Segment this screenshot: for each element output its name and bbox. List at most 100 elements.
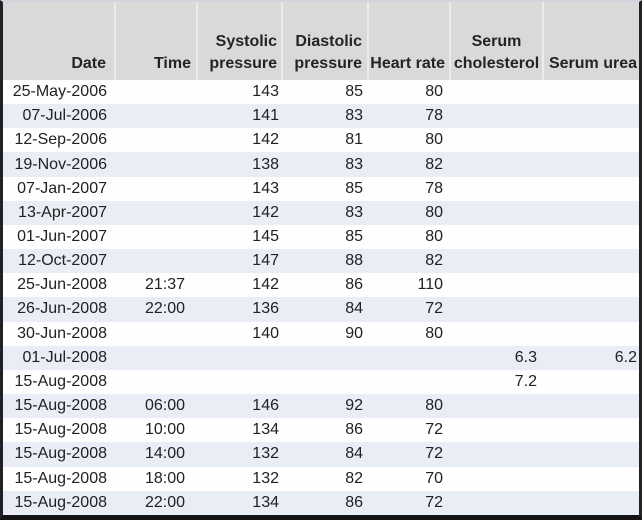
cell-date[interactable]: 01-Jun-2007 [17,228,107,246]
cell-heart_rate[interactable]: 80 [425,228,443,246]
cell-systolic[interactable]: 134 [197,490,282,515]
cell-systolic[interactable]: 145 [252,228,279,246]
cell-cholesterol[interactable] [450,442,543,467]
header-cell-date[interactable]: Date [3,2,115,80]
header-cell-time[interactable]: Time [114,2,197,80]
cell-heart_rate[interactable]: 82 [368,249,450,274]
cell-time[interactable] [115,104,197,129]
cell-cholesterol[interactable] [450,297,543,322]
cell-diastolic[interactable]: 81 [345,131,363,149]
cell-urea[interactable] [543,128,639,152]
cell-urea[interactable] [543,297,639,322]
cell-heart_rate[interactable]: 80 [425,324,443,342]
cell-systolic[interactable]: 143 [252,83,279,101]
cell-systolic[interactable] [197,370,282,394]
cell-heart_rate[interactable]: 70 [425,469,443,487]
cell-diastolic[interactable] [282,370,368,394]
cell-diastolic[interactable]: 83 [282,152,368,177]
cell-cholesterol[interactable] [450,394,543,419]
cell-date[interactable]: 13-Apr-2007 [3,200,115,225]
cell-heart_rate[interactable]: 72 [425,421,443,439]
cell-urea[interactable] [543,467,639,491]
cell-heart_rate[interactable]: 78 [368,104,450,129]
cell-systolic[interactable]: 146 [197,394,282,419]
cell-time[interactable]: 21:37 [144,276,185,294]
cell-systolic[interactable]: 142 [252,131,279,149]
cell-diastolic[interactable]: 84 [282,297,368,322]
cell-diastolic[interactable]: 90 [345,324,363,342]
cell-date[interactable]: 25-May-2006 [12,83,107,101]
cell-time[interactable] [115,152,197,177]
cell-cholesterol[interactable] [450,322,543,346]
cell-systolic[interactable]: 132 [252,469,279,487]
cell-diastolic[interactable]: 84 [282,442,368,467]
cell-urea[interactable] [543,80,639,104]
cell-diastolic[interactable]: 83 [282,104,368,129]
cell-urea[interactable] [543,104,639,129]
cell-date[interactable]: 12-Sep-2006 [14,131,107,149]
cell-cholesterol[interactable] [450,177,543,201]
cell-time[interactable] [115,128,197,152]
cell-diastolic[interactable]: 85 [345,179,363,197]
cell-date[interactable]: 15-Aug-2008 [14,469,107,487]
cell-systolic[interactable]: 147 [197,249,282,274]
cell-cholesterol[interactable] [450,104,543,129]
cell-urea[interactable] [543,200,639,225]
header-cell-diastolic[interactable]: Diastolic pressure [281,2,368,80]
cell-cholesterol[interactable] [450,490,543,515]
cell-cholesterol[interactable] [450,128,543,152]
cell-time[interactable]: 10:00 [144,421,185,439]
cell-time[interactable] [115,370,197,394]
cell-date[interactable]: 30-Jun-2008 [17,324,107,342]
cell-urea[interactable] [543,418,639,442]
cell-urea[interactable] [543,249,639,274]
cell-time[interactable] [115,200,197,225]
cell-heart_rate[interactable] [368,345,450,370]
cell-time[interactable] [115,322,197,346]
cell-date[interactable]: 12-Oct-2007 [3,249,115,274]
cell-systolic[interactable]: 143 [252,179,279,197]
cell-cholesterol[interactable]: 6.3 [450,345,543,370]
cell-diastolic[interactable] [282,345,368,370]
cell-date[interactable]: 01-Jul-2008 [3,345,115,370]
cell-urea[interactable] [543,177,639,201]
cell-heart_rate[interactable]: 72 [368,297,450,322]
cell-date[interactable]: 15-Aug-2008 [3,442,115,467]
cell-urea[interactable] [543,370,639,394]
cell-systolic[interactable]: 136 [197,297,282,322]
cell-time[interactable]: 22:00 [115,490,197,515]
cell-systolic[interactable]: 142 [252,276,279,294]
cell-systolic[interactable]: 134 [252,421,279,439]
cell-time[interactable]: 14:00 [115,442,197,467]
cell-systolic[interactable] [197,345,282,370]
cell-heart_rate[interactable]: 80 [368,394,450,419]
header-cell-heart_rate[interactable]: Heart rate [367,2,450,80]
cell-time[interactable] [115,80,197,104]
cell-heart_rate[interactable]: 80 [425,131,443,149]
cell-time[interactable] [115,345,197,370]
header-cell-cholesterol[interactable]: Serum cholesterol [449,2,543,80]
cell-heart_rate[interactable] [368,370,450,394]
cell-cholesterol[interactable]: 7.2 [514,372,537,390]
cell-urea[interactable] [543,490,639,515]
cell-heart_rate[interactable]: 72 [368,442,450,467]
header-cell-systolic[interactable]: Systolic pressure [196,2,282,80]
cell-cholesterol[interactable] [450,225,543,249]
cell-diastolic[interactable]: 85 [345,228,363,246]
cell-cholesterol[interactable] [450,200,543,225]
cell-time[interactable]: 18:00 [144,469,185,487]
cell-date[interactable]: 25-Jun-2008 [17,276,107,294]
cell-systolic[interactable]: 141 [197,104,282,129]
cell-date[interactable]: 15-Aug-2008 [14,372,107,390]
cell-urea[interactable] [543,152,639,177]
cell-date[interactable]: 15-Aug-2008 [14,421,107,439]
cell-date[interactable]: 07-Jan-2007 [17,179,107,197]
cell-urea[interactable] [543,322,639,346]
cell-diastolic[interactable]: 86 [345,276,363,294]
cell-urea[interactable] [543,442,639,467]
cell-diastolic[interactable]: 82 [345,469,363,487]
cell-urea[interactable] [543,273,639,297]
cell-heart_rate[interactable]: 110 [417,276,443,294]
cell-heart_rate[interactable]: 80 [368,200,450,225]
cell-heart_rate[interactable]: 78 [425,179,443,197]
